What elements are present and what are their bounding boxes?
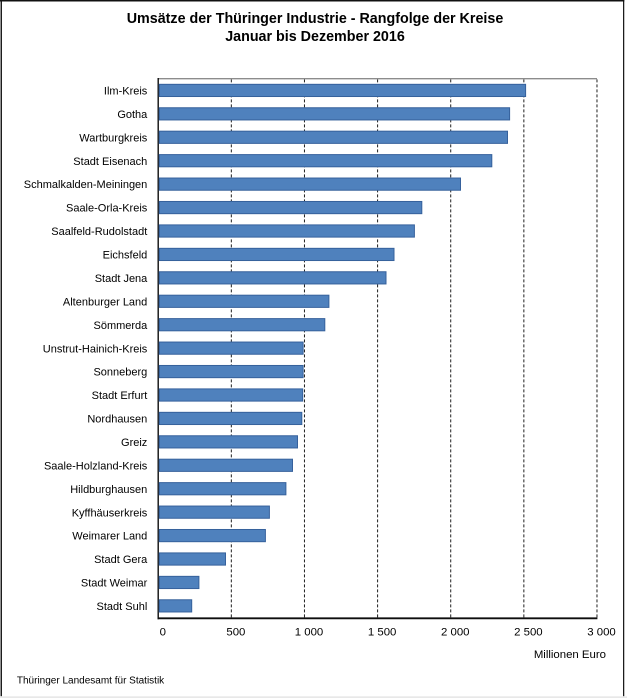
svg-text:2 500: 2 500 <box>514 627 543 639</box>
svg-text:Kyffhäuserkreis: Kyffhäuserkreis <box>72 507 148 519</box>
svg-text:Stadt Weimar: Stadt Weimar <box>81 578 148 590</box>
svg-text:Januar bis Dezember 2016: Januar bis Dezember 2016 <box>225 29 405 45</box>
svg-text:Nordhausen: Nordhausen <box>87 414 147 426</box>
svg-text:Stadt Eisenach: Stadt Eisenach <box>73 156 147 168</box>
svg-text:Ilm-Kreis: Ilm-Kreis <box>104 86 148 98</box>
svg-text:Saale-Holzland-Kreis: Saale-Holzland-Kreis <box>44 460 148 472</box>
svg-text:Thüringer Landesamt für Statis: Thüringer Landesamt für Statistik <box>17 676 165 687</box>
svg-text:2 000: 2 000 <box>441 627 470 639</box>
svg-text:Weimarer Land: Weimarer Land <box>72 531 147 543</box>
svg-text:Schmalkalden-Meiningen: Schmalkalden-Meiningen <box>24 179 148 191</box>
svg-text:Saalfeld-Rudolstadt: Saalfeld-Rudolstadt <box>51 226 147 238</box>
svg-text:Hildburghausen: Hildburghausen <box>70 484 147 496</box>
svg-text:1 500: 1 500 <box>368 627 397 639</box>
svg-text:500: 500 <box>226 627 245 639</box>
svg-text:Stadt Suhl: Stadt Suhl <box>97 601 148 613</box>
svg-text:Sonneberg: Sonneberg <box>93 367 147 379</box>
svg-text:Sömmerda: Sömmerda <box>94 320 149 332</box>
svg-text:0: 0 <box>160 627 166 639</box>
svg-text:1 000: 1 000 <box>295 627 324 639</box>
svg-text:Greiz: Greiz <box>121 437 147 449</box>
svg-text:Wartburgkreis: Wartburgkreis <box>79 132 148 144</box>
svg-text:Stadt Jena: Stadt Jena <box>95 273 148 285</box>
svg-text:Umsätze der Thüringer Industri: Umsätze der Thüringer Industrie - Rangfo… <box>127 11 504 27</box>
svg-text:Millionen Euro: Millionen Euro <box>534 649 606 661</box>
svg-text:Eichsfeld: Eichsfeld <box>103 250 148 262</box>
svg-text:3 000: 3 000 <box>587 627 616 639</box>
svg-text:Saale-Orla-Kreis: Saale-Orla-Kreis <box>66 203 148 215</box>
svg-text:Stadt Gera: Stadt Gera <box>94 554 148 566</box>
svg-text:Unstrut-Hainich-Kreis: Unstrut-Hainich-Kreis <box>43 343 148 355</box>
svg-text:Altenburger Land: Altenburger Land <box>63 296 147 308</box>
svg-text:Stadt Erfurt: Stadt Erfurt <box>92 390 148 402</box>
svg-text:Gotha: Gotha <box>117 109 148 121</box>
